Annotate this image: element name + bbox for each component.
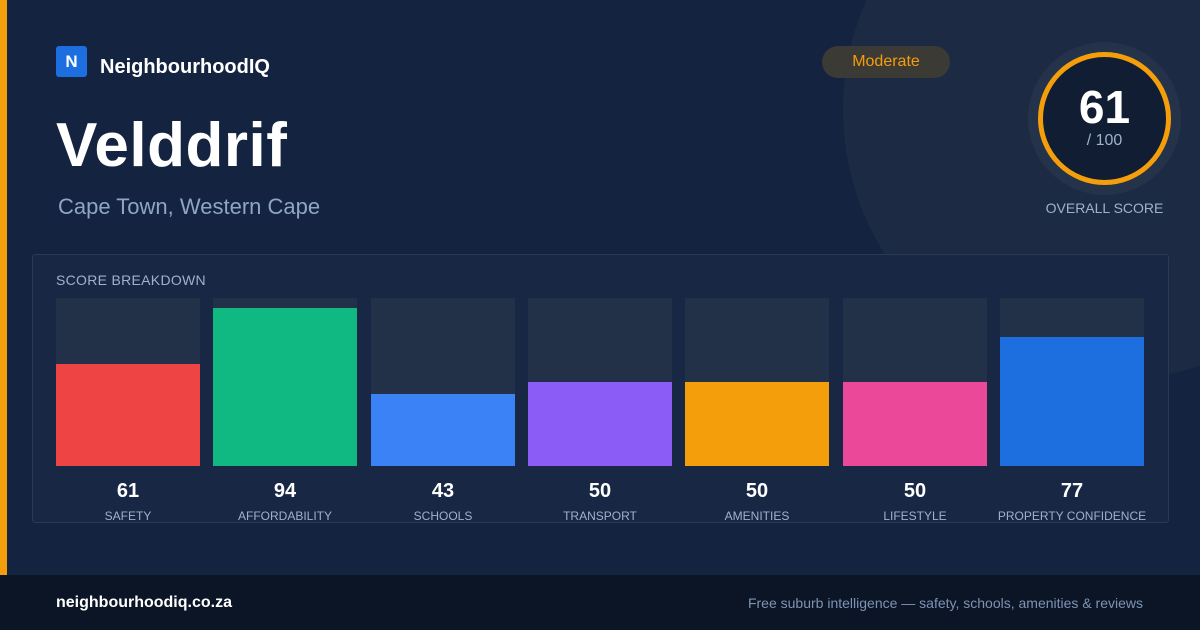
- bar-fill: [371, 394, 515, 466]
- bar-label: SCHOOLS: [413, 509, 473, 523]
- bar-value: 43: [431, 480, 455, 502]
- bar-fill: [685, 382, 829, 466]
- region-subtitle: Cape Town, Western Cape: [58, 194, 321, 219]
- bar-value: 77: [1060, 480, 1084, 502]
- footer-url: neighbourhoodiq.co.za: [56, 594, 232, 611]
- bar-track: [1000, 298, 1144, 466]
- bar-label: LIFESTYLE: [883, 509, 947, 523]
- overall-score-label: OVERALL SCORE: [1045, 200, 1164, 216]
- overall-score-max: / 100: [1086, 131, 1123, 149]
- bar-label: AMENITIES: [724, 509, 790, 523]
- bar-fill: [213, 308, 357, 466]
- overall-score-value: 61: [1078, 80, 1131, 133]
- rating-badge: Moderate: [822, 46, 950, 78]
- bar-value: 61: [116, 480, 140, 502]
- bar-label: AFFORDABILITY: [237, 509, 332, 523]
- bar-value: 94: [273, 480, 297, 502]
- bar-fill: [843, 382, 987, 466]
- suburb-title: Velddrif: [56, 111, 288, 180]
- bar-track: [685, 298, 829, 466]
- bar-track: [371, 298, 515, 466]
- bar-value: 50: [903, 480, 927, 502]
- brand-name: NeighbourhoodIQ: [100, 56, 270, 78]
- bar-value: 50: [745, 480, 769, 502]
- brand-logo-icon: N: [56, 46, 87, 77]
- bar-label: TRANSPORT: [563, 509, 637, 523]
- bar-fill: [56, 364, 200, 466]
- bar-track: [528, 298, 672, 466]
- accent-stripe: [0, 0, 7, 575]
- bar-track: [213, 298, 357, 466]
- bar-fill: [1000, 337, 1144, 466]
- overall-score-ring: 61 / 100: [1038, 52, 1171, 185]
- bar-label: SAFETY: [104, 509, 152, 523]
- score-breakdown-title: SCORE BREAKDOWN: [56, 272, 206, 288]
- footer-bar: [0, 575, 1200, 630]
- bar-track: [56, 298, 200, 466]
- bar-value: 50: [588, 480, 612, 502]
- bar-label: PROPERTY CONFIDENCE: [997, 509, 1147, 523]
- bar-track: [843, 298, 987, 466]
- footer-tagline: Free suburb intelligence — safety, schoo…: [747, 595, 1143, 611]
- bar-fill: [528, 382, 672, 466]
